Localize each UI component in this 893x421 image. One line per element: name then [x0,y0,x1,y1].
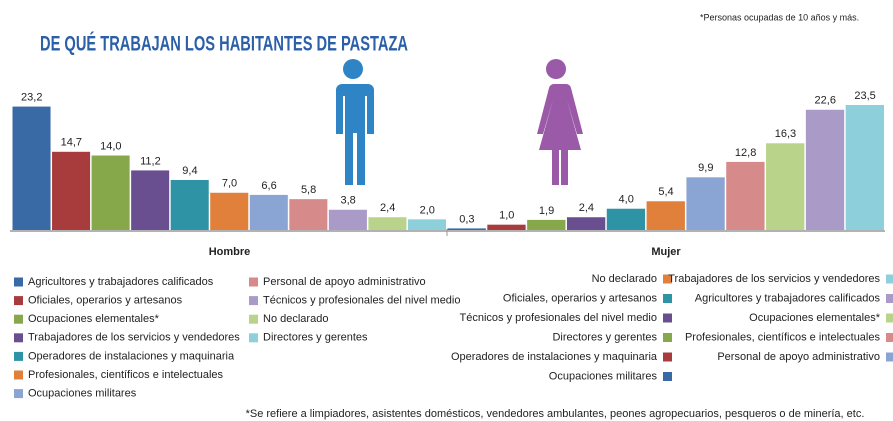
legend-label: Oficiales, operarios y artesanos [503,292,658,304]
bar [447,228,486,230]
x-axis-label: Mujer [651,246,681,258]
legend-swatch [886,333,893,342]
legend-label: Técnicos y profesionales del nivel medio [263,295,461,307]
legend-label: Operadores de instalaciones y maquinaria [451,351,658,363]
legend-label: Directores y gerentes [263,332,368,344]
bar [407,219,446,230]
legend-label: Agricultores y trabajadores calificados [695,292,881,304]
value-label: 0,3 [459,213,474,225]
legend-swatch [249,314,258,324]
legend-swatch [663,333,672,342]
legend-swatch [663,313,672,323]
legend-swatch [14,333,23,343]
legend-label: Ocupaciones militares [28,388,137,400]
legend-swatch [886,313,893,323]
legend-label: No declarado [592,273,657,285]
legend-swatch [663,352,672,362]
legend-swatch [14,370,23,380]
woman-icon [537,59,583,185]
legend-swatch [14,314,23,324]
x-axis-label: Hombre [209,246,251,258]
legend-label: Directores y gerentes [552,331,657,343]
legend-swatch [14,296,23,306]
bar [566,217,606,230]
value-label: 23,2 [21,91,42,103]
bar [368,217,407,230]
legend-swatch [249,296,258,306]
legend-label: Trabajadores de los servicios y vendedor… [28,332,240,344]
legend-label: Profesionales, científicos e intelectual… [28,369,224,381]
value-label: 1,9 [539,205,554,217]
value-label: 9,4 [182,165,197,177]
legend-swatch [886,294,893,303]
note: *Personas ocupadas de 10 años y más. [700,12,859,22]
legend-label: Ocupaciones elementales* [28,313,160,325]
legend-label: Trabajadores de los servicios y vendedor… [668,273,880,285]
bar [606,208,646,230]
footnote: *Se refiere a limpiadores, asistentes do… [246,408,865,420]
bar [210,192,249,230]
legend-label: No declarado [263,313,328,325]
value-label: 16,3 [775,128,796,140]
value-label: 3,8 [340,195,355,207]
man-icon [336,59,374,185]
bar [646,201,685,230]
legend-swatch [663,372,672,381]
legend-label: Agricultores y trabajadores calificados [28,276,214,288]
legend-label: Ocupaciones elementales* [749,312,881,324]
bar [91,155,130,230]
bar [805,109,845,230]
value-label: 22,6 [815,95,836,107]
value-label: 2,0 [420,204,435,216]
bar [12,106,51,230]
value-label: 14,0 [100,140,121,152]
value-label: 2,4 [380,202,395,214]
bar [487,224,526,230]
legend-label: Operadores de instalaciones y maquinaria [28,350,235,362]
legend-label: Personal de apoyo administrativo [263,276,426,288]
value-label: 5,8 [301,184,316,196]
legend-swatch [886,352,893,362]
legend-label: Personal de apoyo administrativo [717,351,880,363]
legend-swatch [249,333,258,343]
bar [686,177,725,230]
legend-swatch [663,274,672,284]
value-label: 1,0 [499,210,514,222]
value-label: 11,2 [140,155,161,167]
bar [289,199,328,230]
legend-label: Técnicos y profesionales del nivel medio [460,312,658,324]
bar [249,194,288,230]
legend-swatch [663,294,672,303]
legend-swatch [886,274,893,284]
legend-swatch [249,277,258,287]
legend-label: Oficiales, operarios y artesanos [28,295,183,307]
bar [52,151,91,230]
value-label: 2,4 [579,202,594,214]
value-label: 5,4 [658,186,673,198]
value-label: 7,0 [222,178,237,190]
legend-label: Profesionales, científicos e intelectual… [685,331,881,343]
legend-swatch [14,351,23,361]
legend-swatch [14,277,23,287]
bar [527,219,566,230]
value-label: 14,7 [61,137,82,149]
value-label: 9,9 [698,162,713,174]
bar [328,209,367,230]
value-label: 12,8 [735,147,756,159]
bar [766,143,805,230]
chart-title: DE QUÉ TRABAJAN LOS HABITANTES DE PASTAZ… [40,33,408,56]
bar [170,179,209,230]
legend-swatch [14,389,23,399]
value-label: 4,0 [619,194,634,206]
bar [726,161,765,230]
legend-label: Ocupaciones militares [549,370,658,382]
value-label: 23,5 [854,90,875,102]
bar [845,104,884,230]
value-label: 6,6 [261,180,276,192]
bar [131,170,170,230]
